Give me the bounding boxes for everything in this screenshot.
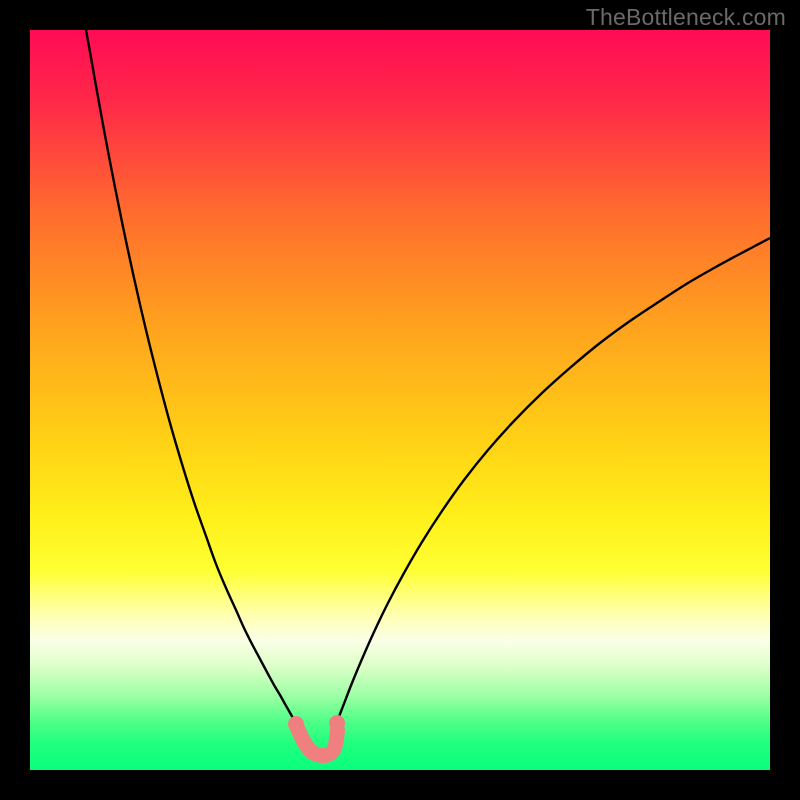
plot-outer [30, 30, 770, 770]
bottom-mark-dot-right [329, 715, 345, 731]
watermark-text: TheBottleneck.com [586, 4, 786, 31]
bottom-mark [297, 727, 338, 755]
curve-left [86, 30, 299, 728]
bottom-mark-dot-left [288, 716, 304, 732]
chart-frame: TheBottleneck.com [0, 0, 800, 800]
curve-layer [30, 30, 770, 770]
curve-right [335, 238, 770, 728]
